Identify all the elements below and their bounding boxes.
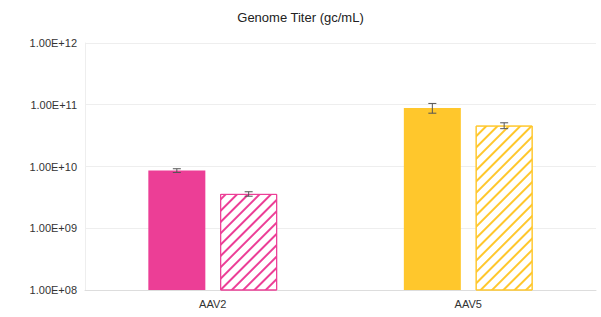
svg-text:1.00E+12: 1.00E+12	[30, 37, 77, 49]
svg-text:1.00E+11: 1.00E+11	[30, 99, 77, 111]
svg-text:1.00E+09: 1.00E+09	[30, 222, 77, 234]
svg-text:Genome Titer (gc/mL): Genome Titer (gc/mL)	[237, 10, 363, 25]
svg-text:AAV2: AAV2	[199, 298, 226, 310]
svg-text:1.00E+08: 1.00E+08	[30, 284, 77, 296]
svg-text:1.00E+10: 1.00E+10	[30, 161, 77, 173]
svg-text:AAV5: AAV5	[455, 298, 482, 310]
